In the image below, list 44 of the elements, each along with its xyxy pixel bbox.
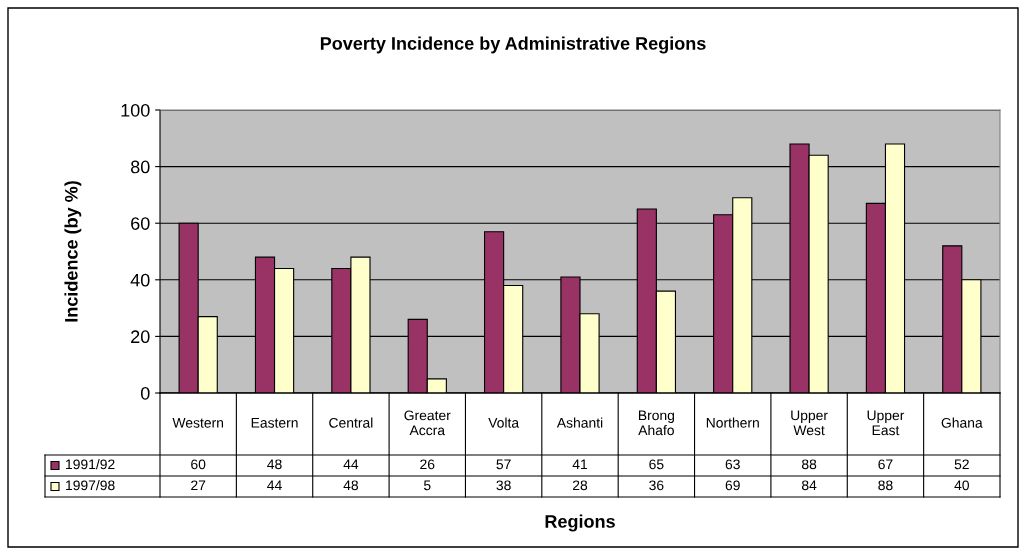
x-tick-label: Greater Accra	[404, 410, 451, 436]
data-label: 63	[725, 459, 740, 470]
data-label: 67	[878, 459, 893, 470]
x-tick-label: Volta	[488, 417, 520, 428]
data-label: 44	[343, 459, 359, 470]
data-label: 60	[191, 459, 206, 470]
y-tick-label: 20	[131, 330, 150, 344]
data-label: 44	[267, 480, 282, 491]
x-axis-title: Regions	[545, 514, 615, 532]
x-tick-label: Western	[172, 418, 224, 428]
chart-title: Poverty Incidence by Administrative Regions	[320, 36, 706, 54]
data-label: 38	[496, 480, 511, 491]
y-tick-label: 40	[130, 273, 150, 287]
data-label: 48	[267, 459, 282, 470]
data-label: 26	[420, 459, 435, 470]
data-label: 69	[725, 480, 740, 491]
data-label: 57	[496, 459, 511, 470]
data-label: 27	[191, 480, 206, 491]
data-label: 84	[801, 480, 817, 491]
x-tick-label: Brong Ahafo	[638, 410, 674, 436]
x-tick-label: Ghana	[941, 417, 983, 428]
y-tick-label: 60	[131, 217, 150, 230]
y-tick-label: 80	[130, 160, 150, 174]
x-tick-label: Eastern	[251, 418, 298, 428]
x-tick-label: Upper West	[791, 410, 828, 436]
data-label: 41	[572, 459, 588, 470]
y-tick-label: 100	[121, 103, 150, 117]
legend-label: 1991/92	[66, 459, 115, 470]
data-label: 88	[801, 459, 817, 470]
x-tick-label: Central	[329, 417, 373, 428]
x-tick-label: Upper East	[867, 410, 905, 436]
data-label: 88	[878, 480, 893, 491]
data-label: 5	[423, 480, 431, 491]
x-tick-label: Northern	[706, 417, 759, 428]
data-label: 48	[343, 480, 359, 491]
data-label: 28	[572, 480, 588, 491]
y-tick-label: 0	[140, 386, 150, 400]
legend-label: 1997/98	[66, 480, 115, 491]
data-label: 65	[649, 459, 664, 470]
y-axis-title: Incidence (by %)	[64, 181, 82, 322]
data-label: 52	[954, 459, 969, 470]
data-label: 40	[954, 480, 969, 491]
data-label: 36	[649, 480, 664, 491]
x-tick-label: Ashanti	[556, 417, 603, 428]
